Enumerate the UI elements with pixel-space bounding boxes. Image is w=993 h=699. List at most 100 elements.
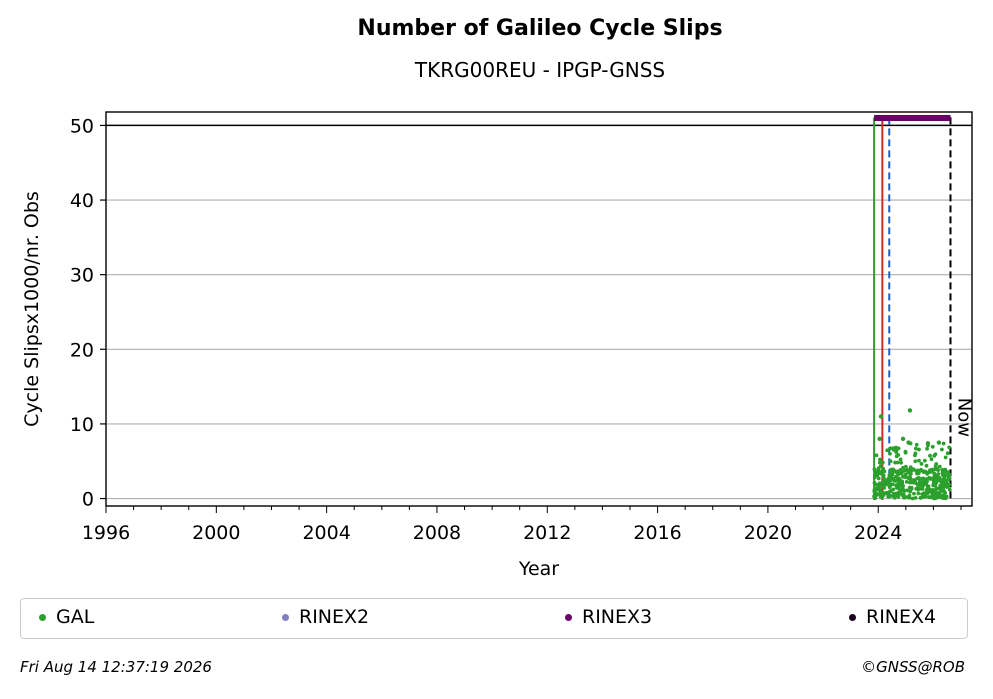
gal-point [926, 484, 931, 489]
plot-frame [105, 111, 973, 507]
gal-point [906, 470, 911, 475]
gal-point [888, 459, 893, 464]
gal-point [908, 476, 913, 481]
gal-point [874, 453, 879, 458]
gal-point [890, 468, 895, 473]
x-tick-label: 2024 [854, 522, 902, 544]
gal-point [898, 468, 903, 472]
gal-point [933, 496, 938, 501]
gal-point [876, 466, 881, 471]
footer-date: Fri Aug 14 12:37:19 2026 [20, 658, 212, 676]
gal-point [893, 445, 898, 450]
y-tick-label: 20 [70, 339, 94, 361]
gal-point [872, 489, 877, 494]
gal-point [887, 473, 892, 477]
y-tick-label: 30 [70, 265, 94, 287]
gal-point [885, 491, 890, 496]
gal-point [891, 477, 896, 481]
x-tick-label: 2004 [302, 522, 350, 544]
gal-point [929, 467, 934, 472]
gal-point [903, 475, 908, 480]
gal-point [925, 491, 930, 496]
gal-point [933, 452, 938, 457]
legend-item-gal: GAL [39, 606, 94, 628]
gal-point [939, 477, 943, 482]
gal-point [946, 473, 951, 478]
legend-marker-gal [39, 613, 46, 621]
gal-point [893, 460, 897, 465]
gal-point [910, 496, 915, 501]
gal-point [906, 440, 911, 445]
gal-point [878, 457, 882, 462]
gal-point [912, 491, 916, 496]
gal-point [939, 447, 944, 452]
gal-point [941, 493, 946, 497]
gal-point [925, 477, 929, 481]
gal-point [893, 494, 898, 498]
gal-point [894, 483, 898, 488]
gal-point [930, 444, 935, 449]
gal-point [873, 496, 878, 500]
gal-point [932, 477, 937, 482]
gal-point [878, 484, 883, 488]
gal-point [941, 489, 946, 493]
gal-point [896, 453, 901, 457]
gal-point [924, 487, 929, 492]
x-tick-label: 2020 [744, 522, 792, 544]
gal-point [888, 446, 893, 451]
gal-point [878, 414, 884, 419]
x-tick-label: 2000 [192, 522, 240, 544]
gal-point [880, 460, 885, 465]
gal-point [920, 487, 925, 491]
gal-point [908, 467, 913, 472]
gal-point [900, 492, 905, 497]
gal-point [934, 462, 939, 466]
gal-point [908, 489, 913, 494]
gal-point [879, 471, 883, 476]
gal-point [935, 473, 940, 478]
gal-point [916, 491, 921, 496]
gal-point [907, 408, 913, 413]
gal-point [883, 480, 887, 485]
gal-point [876, 476, 881, 481]
legend-item-rinex2: RINEX2 [282, 606, 369, 628]
gal-point [913, 453, 917, 458]
gal-point [917, 447, 921, 452]
legend-label-rinex2: RINEX2 [299, 606, 370, 628]
gal-point [927, 495, 932, 499]
legend: GAL RINEX2 RINEX3 RINEX4 [20, 598, 968, 639]
gal-point [873, 482, 877, 487]
gal-point [899, 460, 903, 465]
gal-point [917, 458, 921, 463]
gal-point [874, 471, 879, 476]
gal-point [947, 445, 952, 450]
gal-point [925, 446, 929, 451]
gal-point [943, 467, 948, 472]
gal-point [889, 488, 893, 493]
legend-label-rinex3: RINEX3 [582, 606, 653, 628]
x-axis-label: Year [518, 558, 559, 580]
gal-point [937, 464, 942, 469]
legend-label-gal: GAL [56, 606, 95, 628]
legend-marker-rinex4 [849, 613, 856, 621]
gal-point [900, 436, 906, 442]
gal-point [921, 494, 926, 499]
gal-point [899, 471, 904, 476]
gal-point [895, 478, 900, 482]
gal-point [936, 468, 940, 472]
gal-point [917, 482, 921, 487]
gal-point [894, 450, 899, 454]
gal-point [896, 492, 901, 497]
gal-point [875, 492, 880, 497]
gal-point [943, 482, 948, 487]
gal-point [911, 478, 916, 483]
footer-credit: ©GNSS@ROB [861, 658, 965, 676]
gal-point [886, 494, 891, 499]
x-tick-label: 2008 [413, 522, 461, 544]
gal-point [914, 442, 919, 447]
gal-point [877, 436, 882, 442]
legend-item-rinex3: RINEX3 [565, 606, 652, 628]
y-tick-label: 50 [70, 115, 94, 137]
y-tick-label: 40 [70, 190, 94, 212]
gal-point [902, 495, 906, 500]
